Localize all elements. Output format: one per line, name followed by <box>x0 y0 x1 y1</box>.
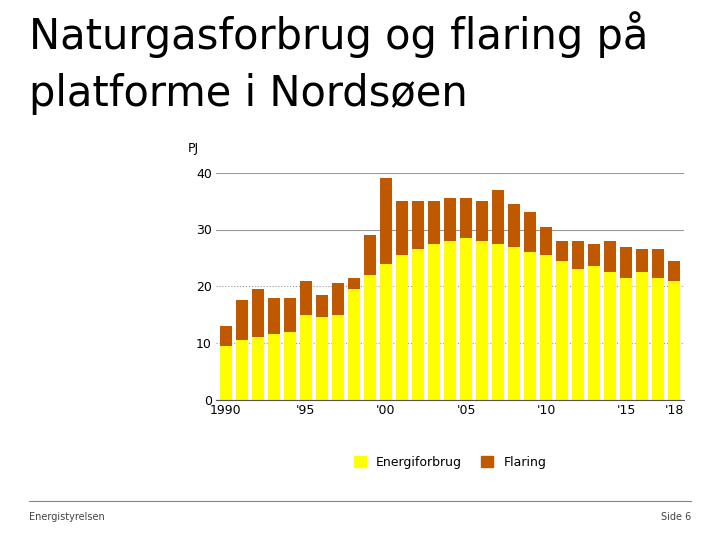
Bar <box>540 227 552 255</box>
Bar <box>476 241 488 400</box>
Bar <box>300 314 312 400</box>
Bar <box>316 295 328 318</box>
Bar <box>524 212 536 252</box>
Bar <box>588 244 600 266</box>
Bar <box>540 255 552 400</box>
Bar <box>252 289 264 337</box>
Bar <box>412 201 424 249</box>
Bar <box>316 318 328 400</box>
Bar <box>524 252 536 400</box>
Bar <box>235 300 248 340</box>
Bar <box>396 255 408 400</box>
Text: Energistyrelsen: Energistyrelsen <box>29 512 104 522</box>
Text: Naturgasforbrug og flaring på: Naturgasforbrug og flaring på <box>29 11 648 58</box>
Bar <box>220 346 232 400</box>
Bar <box>652 249 665 278</box>
Bar <box>235 340 248 400</box>
Bar <box>428 244 440 400</box>
Bar <box>412 249 424 400</box>
Bar <box>652 278 665 400</box>
Bar <box>380 264 392 400</box>
Bar <box>332 314 344 400</box>
Bar <box>492 190 504 244</box>
Bar <box>588 266 600 400</box>
Bar <box>636 249 648 272</box>
Bar <box>348 289 360 400</box>
Bar <box>460 198 472 238</box>
Bar <box>476 201 488 241</box>
Bar <box>380 178 392 264</box>
Bar <box>508 246 520 400</box>
Bar <box>444 241 456 400</box>
Text: Side 6: Side 6 <box>661 512 691 522</box>
Bar <box>364 235 376 275</box>
Bar <box>621 246 632 278</box>
Bar <box>460 238 472 400</box>
Bar <box>268 334 279 400</box>
Bar <box>444 198 456 241</box>
Bar <box>364 275 376 400</box>
Bar <box>621 278 632 400</box>
Bar <box>604 272 616 400</box>
Bar <box>668 261 680 280</box>
Text: PJ: PJ <box>188 141 199 154</box>
Bar <box>284 298 296 332</box>
Bar <box>668 280 680 400</box>
Bar <box>252 337 264 400</box>
Bar <box>348 278 360 289</box>
Bar <box>572 241 584 269</box>
Bar <box>300 281 312 314</box>
Legend: Energiforbrug, Flaring: Energiforbrug, Flaring <box>354 456 546 469</box>
Bar <box>556 241 568 261</box>
Bar <box>396 201 408 255</box>
Bar <box>220 326 232 346</box>
Bar <box>332 284 344 314</box>
Bar <box>604 241 616 272</box>
Bar <box>268 298 279 334</box>
Bar <box>284 332 296 400</box>
Bar <box>556 261 568 400</box>
Text: platforme i Nordsøen: platforme i Nordsøen <box>29 73 467 115</box>
Bar <box>428 201 440 244</box>
Bar <box>492 244 504 400</box>
Bar <box>508 204 520 246</box>
Bar <box>572 269 584 400</box>
Bar <box>636 272 648 400</box>
